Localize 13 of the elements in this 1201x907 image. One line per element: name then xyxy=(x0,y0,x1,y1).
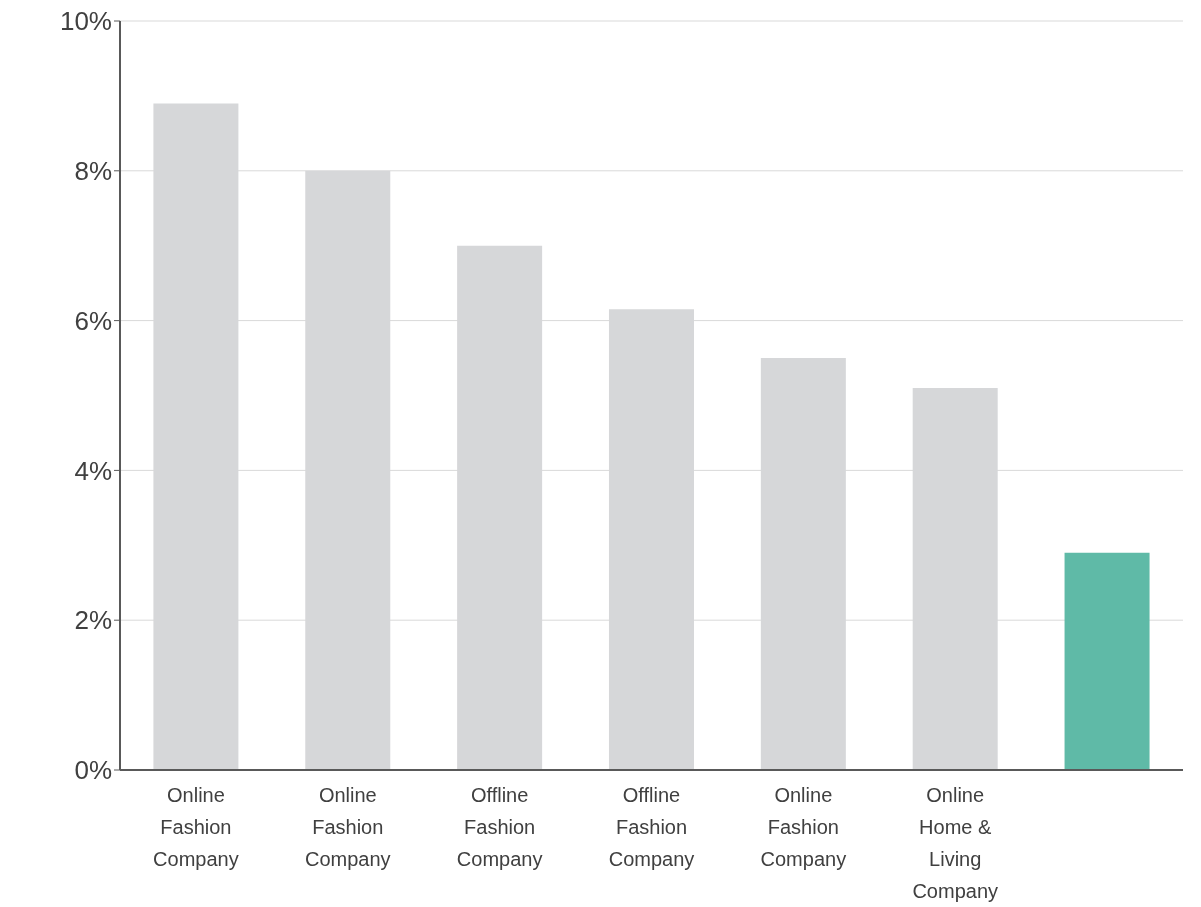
y-tick-label: 0% xyxy=(74,755,112,786)
x-tick-label: Online Fashion Company xyxy=(760,784,847,870)
x-tick-label: Online Fashion Company xyxy=(304,784,391,870)
y-tick-label: 4% xyxy=(74,455,112,486)
bar xyxy=(1064,552,1150,770)
x-tick-label: Offline Fashion Company xyxy=(608,784,695,870)
y-tick-label: 8% xyxy=(74,156,112,187)
x-tick-label: Online Home & Living Company xyxy=(912,784,999,902)
x-tick-label: Offline Fashion Company xyxy=(456,784,543,870)
y-tick-label: 2% xyxy=(74,605,112,636)
x-tick-label: Online Fashion Company xyxy=(153,784,239,870)
y-tick-label: 10% xyxy=(59,6,112,37)
y-tick-label: 6% xyxy=(74,305,112,336)
